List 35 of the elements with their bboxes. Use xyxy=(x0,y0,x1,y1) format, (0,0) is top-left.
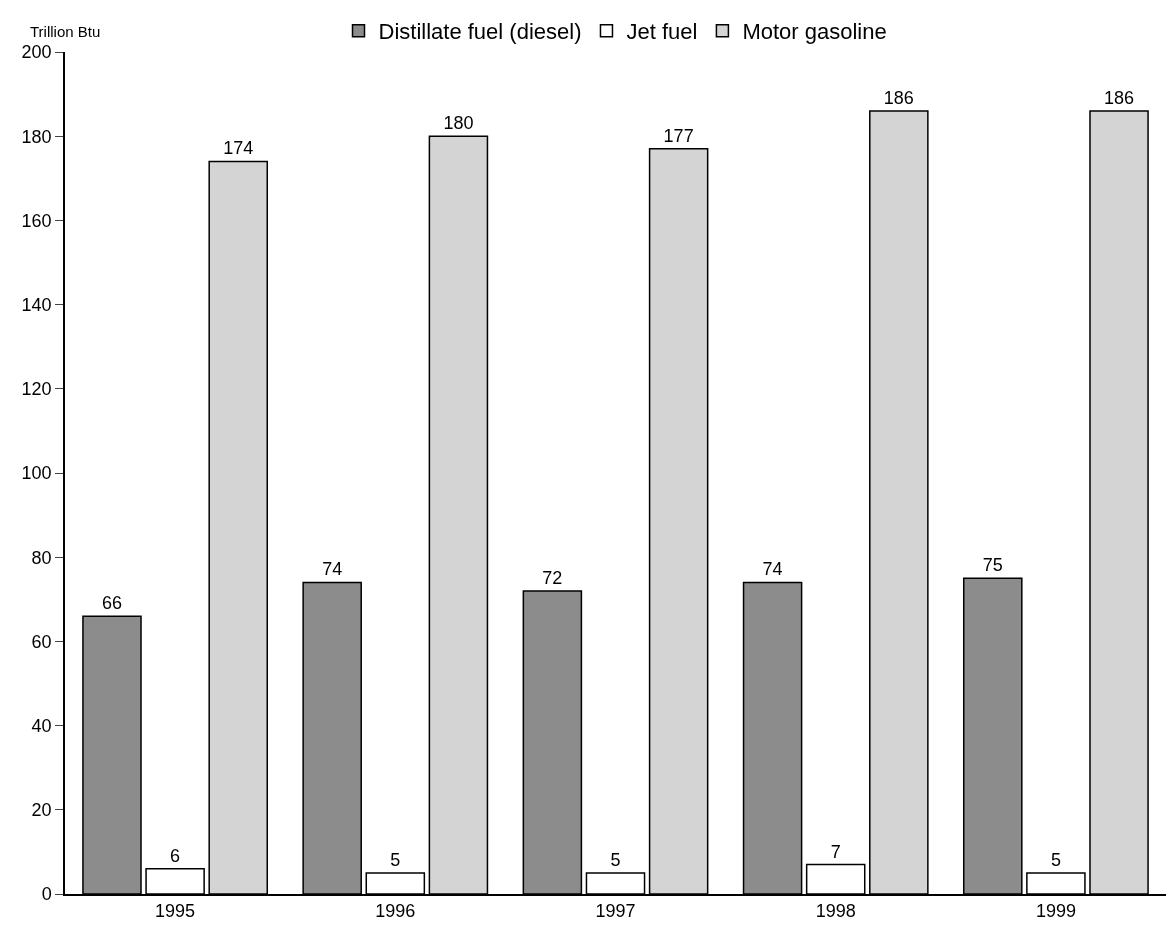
y-tick-label: 100 xyxy=(21,463,52,484)
x-tick-label: 1998 xyxy=(815,901,856,922)
y-tick-label: 140 xyxy=(21,294,52,315)
data-label: 7 xyxy=(830,841,841,862)
y-axis-title: Trillion Btu xyxy=(30,23,101,40)
data-label: 5 xyxy=(610,849,621,870)
legend-label: Jet fuel xyxy=(626,19,698,45)
data-label: 5 xyxy=(390,849,401,870)
y-tick-label: 0 xyxy=(41,884,52,905)
x-tick-label: 1995 xyxy=(155,901,196,922)
y-tick-label: 40 xyxy=(31,715,52,736)
data-label: 177 xyxy=(663,125,694,146)
data-label: 72 xyxy=(542,567,563,588)
data-label: 74 xyxy=(322,559,343,580)
data-label: 66 xyxy=(101,593,122,614)
legend-label: Motor gasoline xyxy=(742,19,887,45)
data-label: 74 xyxy=(762,559,783,580)
data-label: 180 xyxy=(443,113,474,134)
y-tick-label: 120 xyxy=(21,379,52,400)
x-tick-label: 1996 xyxy=(375,901,416,922)
data-label: 174 xyxy=(223,138,254,159)
y-tick-label: 200 xyxy=(21,42,52,63)
x-tick-label: 1997 xyxy=(595,901,636,922)
y-tick-label: 20 xyxy=(31,800,52,821)
legend-label: Distillate fuel (diesel) xyxy=(378,19,582,45)
data-label: 75 xyxy=(982,555,1003,576)
data-label: 5 xyxy=(1050,849,1061,870)
data-label: 6 xyxy=(170,845,181,866)
data-label: 186 xyxy=(1104,87,1135,108)
y-tick-label: 180 xyxy=(21,126,52,147)
y-tick-label: 60 xyxy=(31,631,52,652)
x-tick-label: 1999 xyxy=(1035,901,1076,922)
y-tick-label: 160 xyxy=(21,210,52,231)
y-tick-label: 80 xyxy=(31,547,52,568)
data-label: 186 xyxy=(883,87,914,108)
